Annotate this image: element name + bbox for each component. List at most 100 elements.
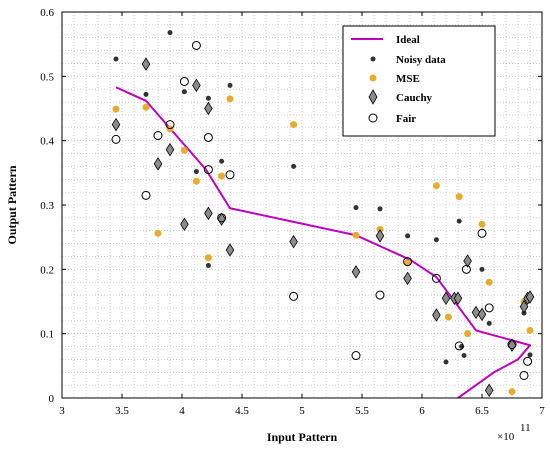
- ideal-line: [115, 86, 531, 398]
- noisy-data-point: [205, 262, 211, 268]
- mse-point: [218, 172, 226, 180]
- y-tick-label: 0.4: [40, 136, 54, 148]
- x-tick-label: 4.5: [235, 405, 249, 417]
- fair-point: [153, 131, 163, 141]
- noisy-data-point: [219, 158, 225, 164]
- cauchy-point: [463, 254, 472, 268]
- cauchy-point: [225, 243, 235, 257]
- mse-point: [432, 182, 440, 190]
- mse-point: [464, 330, 472, 338]
- fair-point: [165, 120, 175, 130]
- fair-point: [431, 273, 441, 283]
- noisy-data-point: [456, 218, 462, 224]
- cauchy-point: [289, 234, 298, 249]
- cauchy-point: [111, 117, 121, 132]
- plot-area: [111, 30, 535, 398]
- cauchy-point: [192, 78, 201, 93]
- fair-point: [477, 228, 487, 238]
- noisy-data-point: [486, 320, 492, 326]
- noisy-data-point: [527, 352, 533, 358]
- noisy-data-point: [405, 233, 411, 239]
- mse-layer: [112, 95, 534, 396]
- x-exponent-power: 11: [520, 422, 531, 434]
- cauchy-point: [180, 217, 189, 232]
- x-tick-label: 5.5: [355, 405, 369, 417]
- mse-point: [478, 220, 486, 228]
- noisy-data-point: [205, 95, 211, 101]
- noisy-data-point: [461, 353, 467, 359]
- mse-point: [204, 254, 212, 262]
- x-tick-label: 3.5: [115, 405, 129, 417]
- fair-point: [403, 257, 413, 267]
- mse-point: [142, 103, 150, 111]
- fair-point: [225, 170, 235, 180]
- mse-point: [444, 313, 452, 321]
- cauchy-point: [217, 212, 226, 226]
- x-axis-label: Input Pattern: [267, 430, 338, 444]
- mse-point: [455, 193, 463, 201]
- y-tick-label: 0.2: [40, 264, 54, 276]
- cauchy-point: [141, 57, 151, 71]
- cauchy-point: [477, 307, 487, 322]
- cauchy-point: [484, 383, 494, 398]
- mse-point: [180, 146, 188, 154]
- noisy-data-point: [181, 89, 187, 95]
- mse-point: [352, 231, 360, 239]
- legend-mse-label: MSE: [396, 73, 420, 85]
- noisy-data-point: [193, 169, 199, 175]
- x-tick-label: 4: [179, 405, 185, 417]
- noisy-data-point: [167, 30, 173, 36]
- mse-point: [485, 278, 493, 286]
- fair-point: [217, 213, 227, 223]
- cauchy-point: [403, 271, 412, 286]
- fair-point: [454, 341, 464, 351]
- legend-noisy-swatch: [370, 56, 376, 62]
- fair-point: [461, 264, 471, 274]
- x-tick-label: 3: [59, 405, 65, 417]
- legend-noisy-label: Noisy data: [396, 54, 446, 66]
- fair-point: [203, 165, 213, 175]
- y-tick-label: 0: [49, 393, 55, 405]
- cauchy-point: [471, 305, 481, 320]
- legend-cauchy-swatch: [368, 89, 378, 105]
- legend-fair-label: Fair: [396, 113, 416, 125]
- x-tick-label: 6: [419, 405, 425, 417]
- noisy-data-point: [433, 237, 439, 243]
- cauchy-point: [153, 157, 163, 171]
- axis-ticks: 3 3.5 4 4.5 5 5.5 6 6.5 7 0 0.1 0.2 0.3 0.4 0.5 0.6: [40, 7, 545, 417]
- mse-point: [226, 95, 234, 103]
- fair-layer: [111, 40, 533, 380]
- noisy-data-point: [291, 163, 297, 169]
- noisy-data-point: [227, 82, 233, 88]
- ideal-line-layer: [115, 86, 531, 398]
- y-axis-label: Output Pattern: [5, 165, 19, 244]
- cauchy-point: [525, 290, 535, 304]
- noisy-data-point: [377, 206, 383, 212]
- cauchy-point: [453, 291, 463, 306]
- cauchy-point: [432, 308, 441, 322]
- fair-point: [191, 40, 201, 50]
- cauchy-point: [441, 291, 451, 306]
- mse-point: [290, 121, 298, 129]
- cauchy-point: [165, 142, 175, 157]
- fair-point: [375, 290, 385, 300]
- noisy-data-point: [353, 205, 359, 211]
- x-tick-label: 5: [299, 405, 305, 417]
- cauchy-point: [351, 265, 361, 279]
- noisy-data-point: [143, 91, 149, 97]
- fair-point: [111, 134, 121, 144]
- cauchy-point: [204, 101, 213, 116]
- y-tick-label: 0.3: [40, 200, 54, 212]
- mse-point: [508, 388, 516, 396]
- mse-point: [404, 259, 412, 267]
- mse-point: [166, 125, 174, 133]
- x-exponent-label: ×10: [497, 431, 515, 443]
- mse-point: [154, 229, 162, 237]
- fair-point: [507, 340, 517, 350]
- noisy-data-point: [113, 56, 119, 62]
- legend-mse-swatch: [369, 74, 377, 82]
- legend-cauchy-label: Cauchy: [396, 92, 433, 104]
- mse-point: [112, 105, 120, 113]
- fair-point: [351, 351, 361, 361]
